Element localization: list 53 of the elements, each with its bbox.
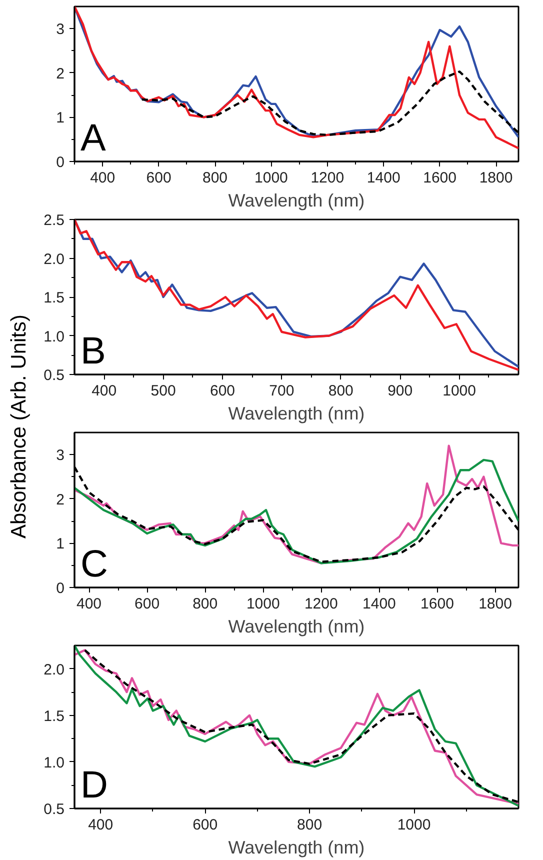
x-tick-label: 800 (297, 816, 322, 834)
y-tick-label: 2.0 (44, 250, 65, 268)
x-tick-label: 700 (269, 382, 294, 400)
x-tick-label: 800 (192, 596, 218, 612)
annotation: B (80, 330, 106, 372)
x-axis-title: Wavelength (nm) (228, 404, 365, 424)
x-tick-label: 600 (192, 816, 218, 834)
x-tick-label: 400 (92, 382, 117, 400)
x-tick-label: 1000 (254, 170, 288, 186)
y-tick-label: 3 (56, 447, 64, 464)
x-tick-label: 1400 (366, 170, 400, 186)
y-tick-label: 1 (56, 536, 64, 553)
y-tick-label: 0 (56, 154, 64, 171)
x-tick-label: 1400 (362, 596, 396, 612)
y-axis-title: Absorbance (Arb. Units) (8, 314, 31, 539)
x-tick-label: 1600 (420, 596, 454, 612)
x-tick-label: 400 (76, 596, 102, 612)
y-tick-label: 1.0 (44, 328, 65, 346)
annotation: C (80, 544, 108, 586)
y-tick-label: 2.5 (44, 212, 65, 229)
y-tick-label: 1.5 (44, 708, 65, 725)
x-tick-label: 400 (88, 816, 114, 834)
x-tick-label: 1800 (479, 170, 513, 186)
y-tick-label: 1 (56, 110, 64, 127)
x-tick-label: 1600 (423, 170, 457, 186)
x-tick-label: 1200 (304, 596, 338, 612)
y-tick-label: 2 (56, 491, 64, 508)
y-tick-label: 3 (56, 21, 64, 38)
y-tick-label: 1.5 (44, 290, 65, 306)
x-tick-label: 600 (146, 170, 172, 186)
x-tick-label: 500 (150, 382, 176, 400)
x-axis-title: Wavelength (nm) (228, 616, 365, 636)
x-tick-label: 1200 (310, 170, 344, 186)
y-tick-label: 2 (56, 65, 64, 82)
annotation: A (80, 118, 106, 160)
x-tick-label: 1000 (397, 816, 431, 834)
x-tick-label: 1800 (478, 596, 512, 612)
x-tick-label: 1000 (442, 382, 476, 400)
x-tick-label: 800 (202, 170, 228, 186)
x-tick-label: 400 (90, 170, 116, 186)
y-tick-label: 1.0 (44, 754, 65, 772)
x-tick-label: 600 (210, 382, 236, 400)
x-tick-label: 800 (328, 382, 354, 400)
x-axis-title: Wavelength (nm) (228, 838, 365, 858)
y-tick-label: 0.5 (44, 801, 65, 818)
x-tick-label: 900 (388, 382, 413, 400)
annotation: D (80, 764, 108, 806)
y-tick-label: 0.5 (44, 367, 65, 384)
y-tick-label: 2.0 (44, 661, 65, 678)
x-tick-label: 600 (134, 596, 160, 612)
y-tick-label: 0 (56, 580, 64, 597)
x-axis-title: Wavelength (nm) (228, 190, 365, 210)
x-tick-label: 1000 (246, 596, 280, 612)
